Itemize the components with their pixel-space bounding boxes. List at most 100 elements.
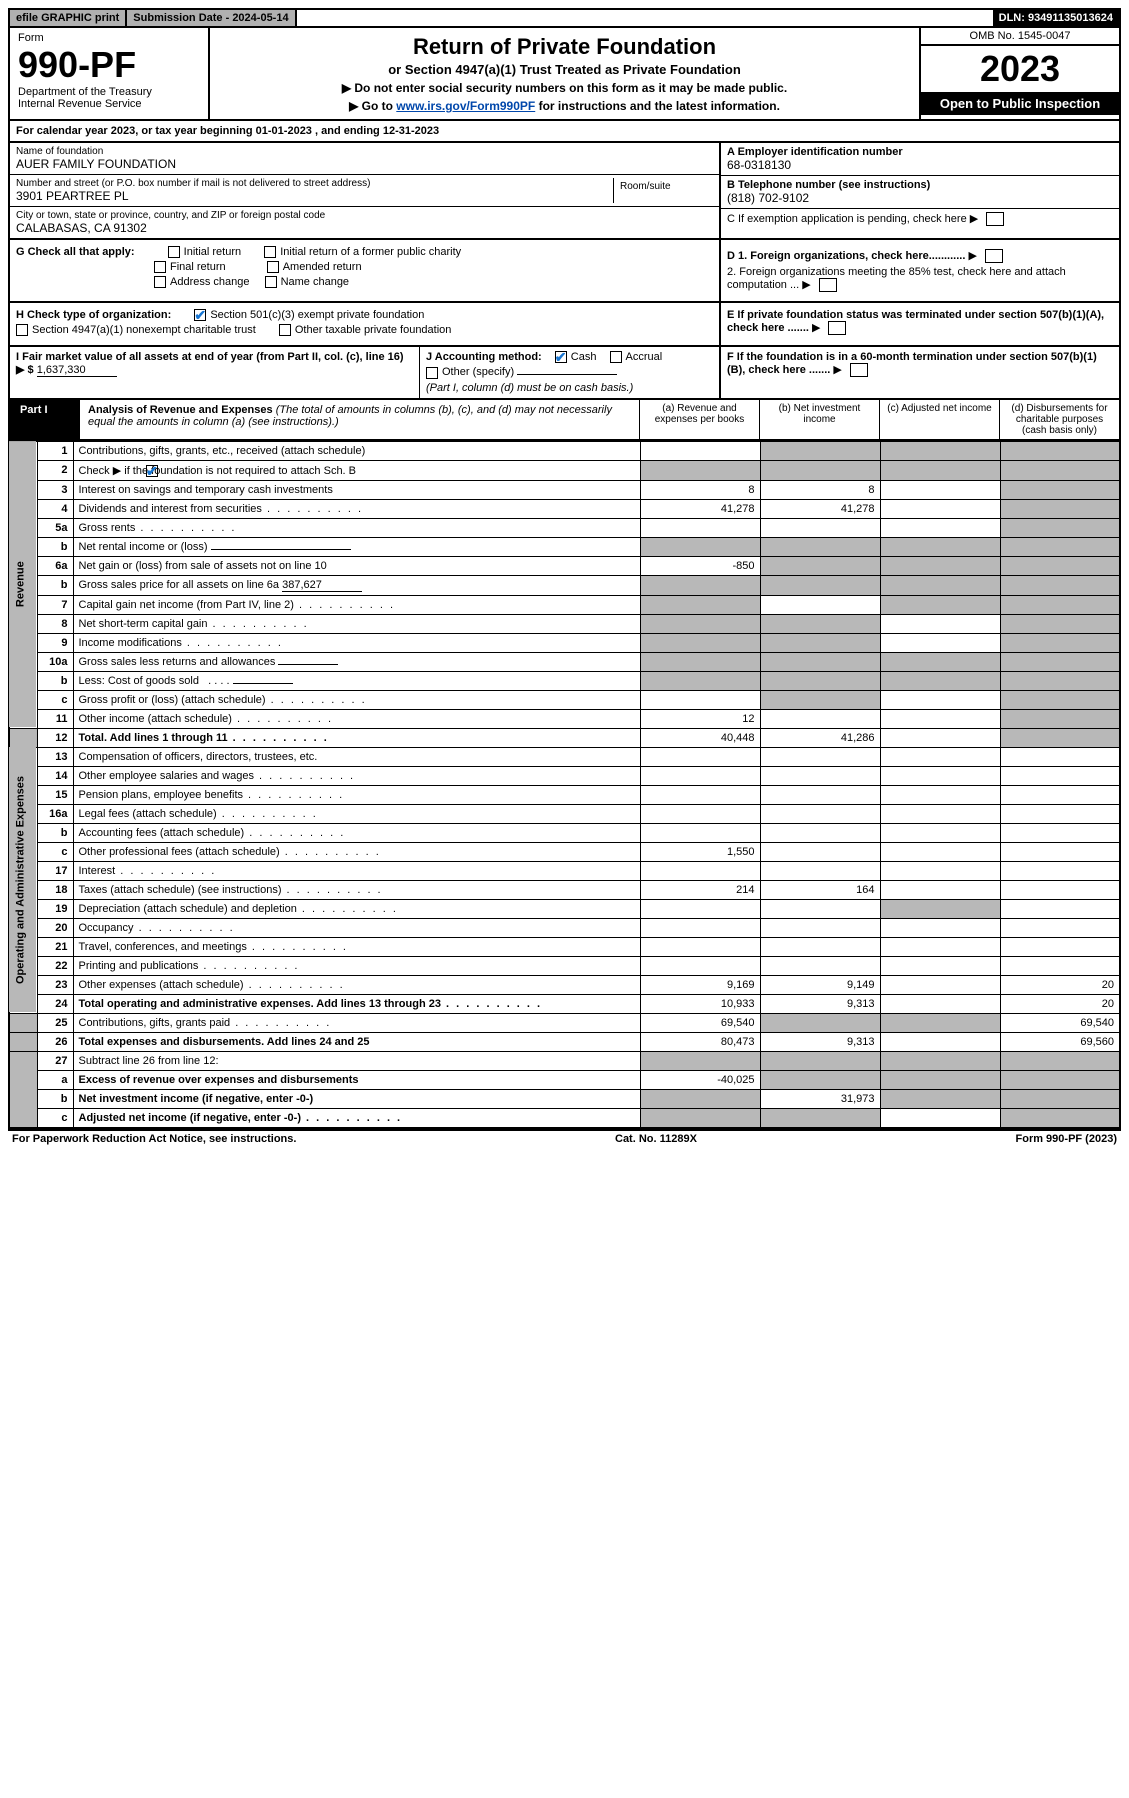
d2-checkbox[interactable] <box>819 278 837 292</box>
j-other-field[interactable] <box>517 374 617 375</box>
g-initial-checkbox[interactable] <box>168 246 180 258</box>
j-other-checkbox[interactable] <box>426 367 438 379</box>
line-7: Capital gain net income (from Part IV, l… <box>73 595 640 614</box>
table-row: 25Contributions, gifts, grants paid 69,5… <box>9 1013 1120 1032</box>
room-suite: Room/suite <box>613 178 713 203</box>
c-checkbox[interactable] <box>986 212 1004 226</box>
table-row: 9Income modifications <box>9 633 1120 652</box>
val-18a: 214 <box>640 880 760 899</box>
table-row: 2 Check ▶ if the foundation is not requi… <box>9 460 1120 480</box>
line-5b: Net rental income or (loss) <box>73 537 640 556</box>
table-row: 24Total operating and administrative exp… <box>9 994 1120 1013</box>
phone-cell: B Telephone number (see instructions) (8… <box>721 176 1119 209</box>
schb-checkbox[interactable] <box>146 465 158 477</box>
f-label: F If the foundation is in a 60-month ter… <box>727 351 1097 376</box>
line-17: Interest <box>73 861 640 880</box>
col-c-header: (c) Adjusted net income <box>879 400 999 439</box>
form-number: 990-PF <box>18 44 200 86</box>
val-18b: 164 <box>760 880 880 899</box>
c-label: C If exemption application is pending, c… <box>727 213 967 225</box>
val-24d: 20 <box>1000 994 1120 1013</box>
omb-number: OMB No. 1545-0047 <box>921 28 1119 46</box>
j-cash-checkbox[interactable] <box>555 351 567 363</box>
line-10b: Less: Cost of goods sold . . . . <box>73 671 640 690</box>
h-4947-checkbox[interactable] <box>16 324 28 336</box>
g-final-checkbox[interactable] <box>154 261 166 273</box>
arrow-icon: ▶ <box>802 278 810 291</box>
table-row: 21Travel, conferences, and meetings <box>9 937 1120 956</box>
dept-label: Department of the Treasury <box>18 86 200 98</box>
foundation-name: AUER FAMILY FOUNDATION <box>16 157 713 171</box>
g-block: G Check all that apply: Initial return I… <box>10 240 719 301</box>
table-row: 10aGross sales less returns and allowanc… <box>9 652 1120 671</box>
revenue-label: Revenue <box>9 441 37 728</box>
line-15: Pension plans, employee benefits <box>73 785 640 804</box>
line-24: Total operating and administrative expen… <box>73 994 640 1013</box>
val-12b: 41,286 <box>760 728 880 747</box>
d1-line: D 1. Foreign organizations, check here..… <box>727 249 1113 263</box>
line-27b: Net investment income (if negative, ente… <box>73 1089 640 1108</box>
col-d-header: (d) Disbursements for charitable purpose… <box>999 400 1119 439</box>
table-row: 7Capital gain net income (from Part IV, … <box>9 595 1120 614</box>
g-amended-checkbox[interactable] <box>267 261 279 273</box>
table-row: 8Net short-term capital gain <box>9 614 1120 633</box>
val-26a: 80,473 <box>640 1032 760 1051</box>
table-row: 16aLegal fees (attach schedule) <box>9 804 1120 823</box>
val-26b: 9,313 <box>760 1032 880 1051</box>
line-21: Travel, conferences, and meetings <box>73 937 640 956</box>
top-bar: efile GRAPHIC print Submission Date - 20… <box>8 8 1121 28</box>
line-4: Dividends and interest from securities <box>73 499 640 518</box>
name-label: Name of foundation <box>16 146 713 157</box>
line-5a: Gross rents <box>73 518 640 537</box>
f-block: F If the foundation is in a 60-month ter… <box>719 347 1119 397</box>
line-14: Other employee salaries and wages <box>73 766 640 785</box>
part1-columns: (a) Revenue and expenses per books (b) N… <box>639 400 1119 439</box>
table-row: 5aGross rents <box>9 518 1120 537</box>
line-19: Depreciation (attach schedule) and deple… <box>73 899 640 918</box>
part1-table: Revenue 1Contributions, gifts, grants, e… <box>8 441 1121 1129</box>
table-row: bNet investment income (if negative, ent… <box>9 1089 1120 1108</box>
j-accrual-checkbox[interactable] <box>610 351 622 363</box>
irs-label: Internal Revenue Service <box>18 98 200 110</box>
table-row: 15Pension plans, employee benefits <box>9 785 1120 804</box>
f-checkbox[interactable] <box>850 363 868 377</box>
fmv-value: 1,637,330 <box>37 364 117 377</box>
foundation-name-cell: Name of foundation AUER FAMILY FOUNDATIO… <box>10 143 719 175</box>
e-checkbox[interactable] <box>828 321 846 335</box>
submission-date: Submission Date - 2024-05-14 <box>127 10 296 26</box>
note-ssn: ▶ Do not enter social security numbers o… <box>216 81 913 95</box>
val-23a: 9,169 <box>640 975 760 994</box>
city-label: City or town, state or province, country… <box>16 210 713 221</box>
table-row: 26Total expenses and disbursements. Add … <box>9 1032 1120 1051</box>
calendar-year-bar: For calendar year 2023, or tax year begi… <box>8 121 1121 143</box>
part1-desc: Analysis of Revenue and Expenses (The to… <box>80 400 639 439</box>
h-501-checkbox[interactable] <box>194 309 206 321</box>
c-exemption-cell: C If exemption application is pending, c… <box>721 209 1119 229</box>
cy-pre: For calendar year 2023, or tax year begi… <box>16 125 256 137</box>
table-row: bNet rental income or (loss) <box>9 537 1120 556</box>
val-3a: 8 <box>640 480 760 499</box>
g-name-checkbox[interactable] <box>265 276 277 288</box>
h-other-checkbox[interactable] <box>279 324 291 336</box>
g-addr-checkbox[interactable] <box>154 276 166 288</box>
page-footer: For Paperwork Reduction Act Notice, see … <box>8 1129 1121 1147</box>
j-note: (Part I, column (d) must be on cash basi… <box>426 382 713 394</box>
d1-checkbox[interactable] <box>985 249 1003 263</box>
table-row: Revenue 1Contributions, gifts, grants, e… <box>9 441 1120 460</box>
table-row: 14Other employee salaries and wages <box>9 766 1120 785</box>
val-24a: 10,933 <box>640 994 760 1013</box>
g-initial-former-checkbox[interactable] <box>264 246 276 258</box>
table-row: 19Depreciation (attach schedule) and dep… <box>9 899 1120 918</box>
note-goto-post: for instructions and the latest informat… <box>539 99 780 113</box>
table-row: 11Other income (attach schedule) 12 <box>9 709 1120 728</box>
val-25d: 69,540 <box>1000 1013 1120 1032</box>
line-27a: Excess of revenue over expenses and disb… <box>73 1070 640 1089</box>
d-block: D 1. Foreign organizations, check here..… <box>719 240 1119 301</box>
h-e-row: H Check type of organization: Section 50… <box>8 303 1121 347</box>
city-cell: City or town, state or province, country… <box>10 207 719 238</box>
table-row: 18Taxes (attach schedule) (see instructi… <box>9 880 1120 899</box>
line-13: Compensation of officers, directors, tru… <box>73 747 640 766</box>
val-16c: 1,550 <box>640 842 760 861</box>
instructions-link[interactable]: www.irs.gov/Form990PF <box>396 99 535 113</box>
part1-label: Part I <box>10 400 80 439</box>
